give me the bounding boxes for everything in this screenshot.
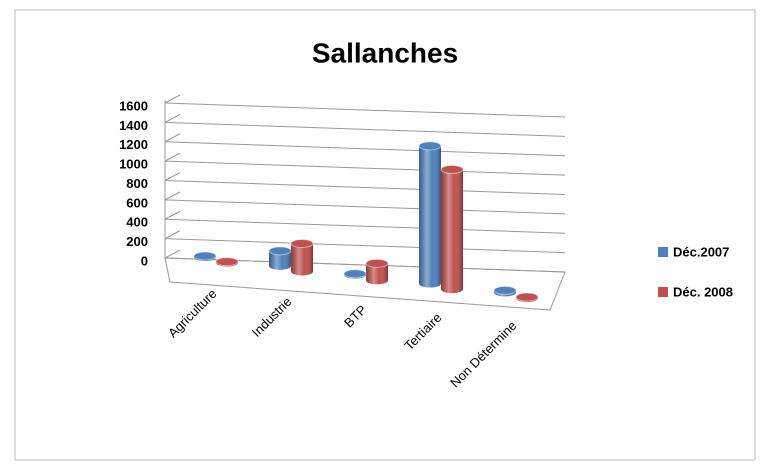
grid-line-side	[164, 230, 181, 240]
bar-top	[268, 246, 292, 256]
grid-line-side	[164, 191, 181, 201]
y-tick-label: 1200	[119, 137, 148, 152]
grid-line	[164, 160, 566, 176]
grid-line	[164, 121, 566, 137]
bar-top	[493, 285, 517, 295]
bar-top	[215, 257, 239, 267]
legend-label: Déc. 2008	[673, 284, 733, 299]
bar-top	[418, 141, 442, 151]
grid-line	[164, 218, 566, 234]
grid-line-side	[164, 113, 181, 123]
bar-shade	[291, 243, 313, 276]
grid-line-side	[164, 152, 181, 162]
y-tick-label: 0	[141, 253, 148, 268]
grid-line	[164, 199, 566, 215]
grid-line	[164, 180, 566, 195]
bar-top	[365, 258, 389, 268]
bar-shade	[419, 145, 441, 288]
y-tick-label: 1400	[119, 118, 148, 133]
bar-shade	[441, 169, 463, 294]
bar-top	[515, 292, 539, 302]
bar-shade	[366, 263, 388, 285]
grid-line-side	[164, 94, 181, 104]
bar-shade	[269, 250, 291, 270]
grid-line-side	[164, 210, 181, 220]
grid-line-side	[164, 172, 181, 181]
chart-title: Sallanches	[312, 37, 458, 68]
bar-top	[343, 269, 367, 279]
legend-label: Déc.2007	[673, 244, 729, 259]
legend-swatch	[658, 247, 668, 257]
bar-top	[193, 251, 217, 261]
y-tick-label: 1000	[119, 157, 148, 172]
grid-line	[164, 141, 566, 157]
y-tick-label: 800	[126, 176, 148, 191]
y-tick-label: 400	[126, 215, 148, 230]
chart-border	[14, 9, 756, 461]
y-tick-label: 600	[126, 195, 148, 210]
grid-line	[164, 102, 566, 118]
y-tick-label: 1600	[119, 98, 148, 113]
bar-top	[440, 164, 464, 174]
y-tick-label: 200	[126, 234, 148, 249]
legend-swatch	[658, 287, 668, 297]
grid-line-side	[164, 133, 181, 143]
grid-line	[164, 238, 566, 254]
bar-top	[290, 239, 314, 249]
grid-line-side	[164, 249, 181, 259]
